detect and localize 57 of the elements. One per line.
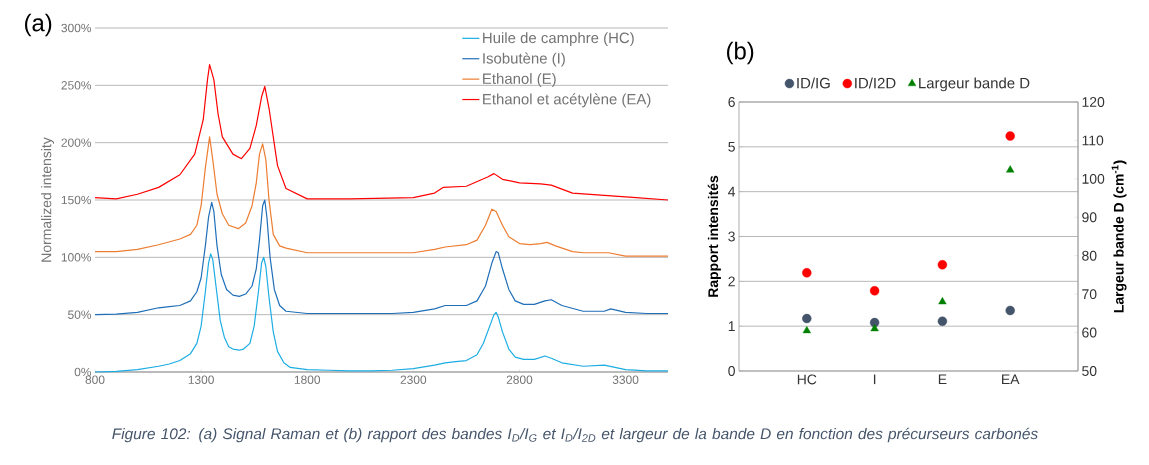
y-tick-label: 200%: [61, 138, 92, 147]
y-tick-label: 1: [728, 321, 735, 331]
y2-tick-label: 120: [1082, 97, 1105, 107]
point: [802, 313, 812, 324]
chart-title: (a): [25, 13, 52, 37]
x-tick-label: 800: [85, 375, 105, 384]
x-tick-label: 1800: [294, 375, 321, 384]
point: [1005, 305, 1015, 316]
x-tick-label: 3300: [612, 375, 639, 384]
y-tick-label: 50%: [68, 310, 92, 319]
point: [1005, 131, 1015, 141]
point: [938, 297, 947, 305]
legend-label: ID/IG: [797, 77, 830, 89]
y-axis-title: Rapport intensités: [707, 175, 721, 297]
point: [1006, 165, 1015, 173]
chart-title: (b): [727, 41, 754, 65]
y-axis-title: Normalized intensity: [41, 137, 55, 262]
line-series: [94, 253, 669, 373]
legend-label: Huile de camphre (HC): [483, 32, 634, 47]
y-tick-label: 250%: [61, 81, 92, 90]
legend-label: Largeur bande D: [919, 77, 1030, 92]
y-tick-label: 6: [728, 97, 735, 107]
x-tick-label: HC: [797, 374, 817, 385]
legend-label: Isobutène (I): [483, 52, 565, 67]
y-tick-label: 0%: [74, 367, 92, 377]
text: Figure 102: (a) Signal Raman et (b) rapport des bandes I$_{D}$/I$_{G}$ et I$_{D}$/I$_{2D}$ et largeur de la bande D en fonction des précurseurs carbonés: [112, 427, 1038, 443]
y2-tick-label: 70: [1082, 289, 1097, 300]
y2-tick-label: 100: [1082, 173, 1105, 184]
y2-tick-label: 60: [1082, 327, 1097, 338]
point: [870, 324, 879, 332]
y-tick-label: 5: [728, 141, 735, 152]
y-tick-label: 2: [728, 276, 735, 287]
y-tick-label: 300%: [61, 23, 92, 33]
x-tick-label: E: [938, 374, 947, 385]
y-tick-label: 0: [728, 366, 735, 376]
point: [937, 260, 948, 270]
legend-label: Ethanol (E): [483, 72, 556, 87]
legend-label: Ethanol et acétylène (EA): [483, 93, 651, 108]
x-tick-label: 2800: [506, 375, 533, 384]
point: [937, 316, 948, 326]
y2-tick-label: 110: [1082, 135, 1104, 146]
y2-tick-label: 50: [1082, 366, 1097, 376]
x-tick-label: 2300: [400, 375, 427, 384]
y-tick-label: 100%: [61, 253, 92, 262]
point: [802, 325, 811, 334]
y-tick-label: 3: [728, 231, 735, 242]
x-tick-label: EA: [1002, 374, 1020, 385]
y2-axis-title: Largeur bande D (cm$^{-1}$): [1111, 160, 1127, 313]
y-tick-label: 150%: [61, 195, 92, 205]
point: [802, 268, 812, 278]
point: [869, 286, 880, 296]
y2-tick-label: 90: [1082, 212, 1097, 223]
legend-label: ID/I2D: [855, 77, 896, 89]
x-tick-label: I: [873, 374, 876, 385]
y2-tick-label: 80: [1082, 250, 1097, 261]
y-tick-label: 4: [728, 186, 736, 197]
x-tick-label: 1300: [188, 375, 214, 384]
